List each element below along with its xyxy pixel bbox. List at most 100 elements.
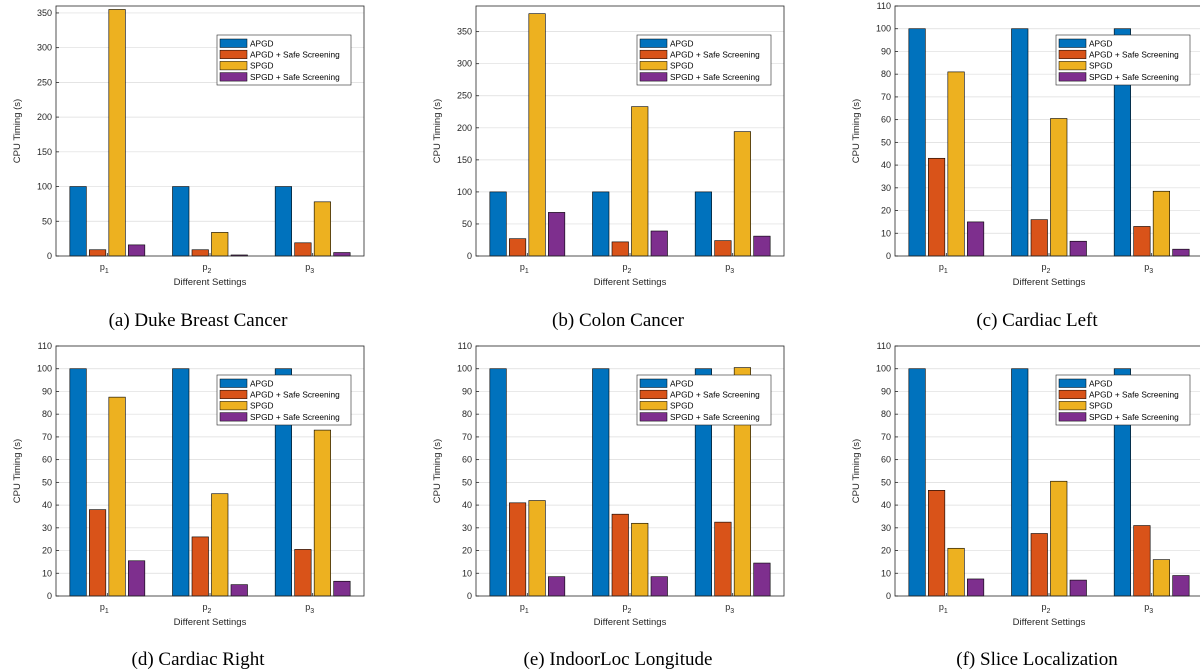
- x-tick-label: p3: [1144, 262, 1153, 275]
- bar-apgd-p1: [69, 186, 87, 257]
- x-tick-label: p2: [203, 262, 212, 275]
- x-tick-label: p2: [1042, 602, 1051, 615]
- x-tick-label-main: p: [203, 262, 208, 272]
- legend-entry: APGD: [250, 378, 274, 388]
- legend-entry: SPGD + Safe Screening: [1089, 412, 1179, 422]
- legend-entry: SPGD + Safe Screening: [1089, 72, 1179, 82]
- subfigure-caption: (a) Duke Breast Cancer: [109, 310, 289, 331]
- x-tick-label-main: p: [100, 602, 105, 612]
- y-tick-label: 100: [876, 364, 891, 374]
- y-tick-label: 20: [42, 546, 52, 556]
- y-axis-label: CPU Timing (s): [12, 99, 23, 163]
- bar-apgd-safe-screening-p2: [1030, 219, 1048, 257]
- bar-spgd-safe-screening-p1: [128, 560, 146, 597]
- bar-apgd-p2: [592, 368, 610, 597]
- legend-swatch: [639, 61, 668, 71]
- y-tick-label: 110: [877, 341, 891, 351]
- bar-apgd-safe-screening-p2: [611, 513, 629, 597]
- y-tick-label: 100: [37, 364, 52, 374]
- legend-entry: APGD + Safe Screening: [670, 390, 760, 400]
- y-tick-label: 200: [37, 112, 52, 122]
- legend-entry: APGD: [670, 378, 694, 388]
- y-tick-label: 100: [457, 187, 472, 197]
- y-axis-label: CPU Timing (s): [12, 439, 23, 503]
- x-tick-label-subscript: 2: [208, 268, 212, 275]
- x-tick-label: p1: [100, 262, 109, 275]
- x-axis-label: Different Settings: [594, 617, 667, 628]
- bar-apgd-p2: [172, 368, 190, 597]
- x-tick-label-subscript: 3: [310, 268, 314, 275]
- y-tick-label: 60: [881, 455, 891, 465]
- subfigure-caption: (d) Cardiac Right: [132, 649, 266, 670]
- bar-apgd-p2: [1011, 28, 1029, 257]
- y-tick-label: 40: [42, 500, 52, 510]
- legend-swatch: [219, 72, 248, 82]
- bar-spgd-p1: [947, 71, 965, 257]
- y-tick-label: 50: [462, 219, 472, 229]
- y-axis-label: CPU Timing (s): [432, 439, 443, 503]
- bar-apgd-p2: [592, 191, 610, 257]
- legend-swatch: [1058, 378, 1087, 388]
- x-tick-label-main: p: [203, 602, 208, 612]
- bar-spgd-safe-screening-p3: [753, 235, 771, 257]
- x-tick-label: p2: [623, 262, 632, 275]
- x-tick-label-subscript: 2: [1047, 608, 1051, 615]
- legend-entry: APGD: [250, 38, 274, 48]
- x-tick-label-main: p: [1144, 262, 1149, 272]
- x-tick-label-subscript: 1: [525, 268, 529, 275]
- y-tick-label: 80: [42, 409, 52, 419]
- legend-swatch: [219, 38, 248, 48]
- x-tick-label-main: p: [1144, 602, 1149, 612]
- y-tick-label: 350: [37, 8, 52, 18]
- axes-box: [894, 5, 1200, 257]
- bar-apgd-p3: [274, 186, 292, 257]
- y-axis-label: CPU Timing (s): [851, 99, 862, 163]
- bar-spgd-safe-screening-p3: [1172, 248, 1190, 257]
- legend-swatch: [639, 401, 668, 411]
- legend-swatch: [219, 378, 248, 388]
- x-axis-label: Different Settings: [174, 617, 247, 628]
- y-tick-label: 70: [462, 432, 472, 442]
- bar-spgd-p1: [947, 547, 965, 597]
- bar-apgd-safe-screening-p1: [928, 157, 946, 257]
- bar-apgd-safe-screening-p3: [1133, 226, 1151, 257]
- y-tick-label: 80: [462, 409, 472, 419]
- x-tick-label-main: p: [1042, 602, 1047, 612]
- y-tick-label: 0: [467, 591, 472, 601]
- legend-swatch: [1058, 412, 1087, 422]
- x-tick-label: p3: [1144, 602, 1153, 615]
- bar-spgd-safe-screening-p2: [650, 576, 668, 597]
- bar-apgd-safe-screening-p1: [509, 238, 527, 257]
- x-tick-label: p3: [305, 602, 314, 615]
- bar-apgd-p1: [908, 28, 926, 257]
- y-tick-label: 20: [881, 546, 891, 556]
- x-tick-label-main: p: [725, 262, 730, 272]
- y-tick-label: 80: [881, 69, 891, 79]
- legend-entry: SPGD + Safe Screening: [250, 72, 340, 82]
- bar-spgd-safe-screening-p1: [548, 576, 566, 597]
- bar-apgd-safe-screening-p3: [294, 549, 312, 597]
- x-tick-label-subscript: 1: [525, 608, 529, 615]
- y-tick-label: 50: [881, 137, 891, 147]
- bar-apgd-safe-screening-p2: [191, 536, 209, 597]
- bar-apgd-safe-screening-p1: [89, 509, 107, 597]
- y-tick-label: 40: [881, 500, 891, 510]
- bar-apgd-safe-screening-p3: [1133, 525, 1151, 597]
- x-tick-label: p3: [725, 262, 734, 275]
- legend-swatch: [639, 49, 668, 59]
- bar-spgd-safe-screening-p3: [1172, 575, 1190, 597]
- bar-spgd-p2: [211, 232, 229, 257]
- axes-box: [475, 5, 785, 257]
- y-tick-label: 250: [37, 77, 52, 87]
- y-tick-label: 10: [42, 568, 52, 578]
- x-tick-label-subscript: 1: [105, 608, 109, 615]
- y-tick-label: 20: [462, 546, 472, 556]
- bar-spgd-safe-screening-p2: [230, 584, 248, 597]
- bar-spgd-safe-screening-p1: [967, 221, 985, 257]
- y-tick-label: 50: [42, 477, 52, 487]
